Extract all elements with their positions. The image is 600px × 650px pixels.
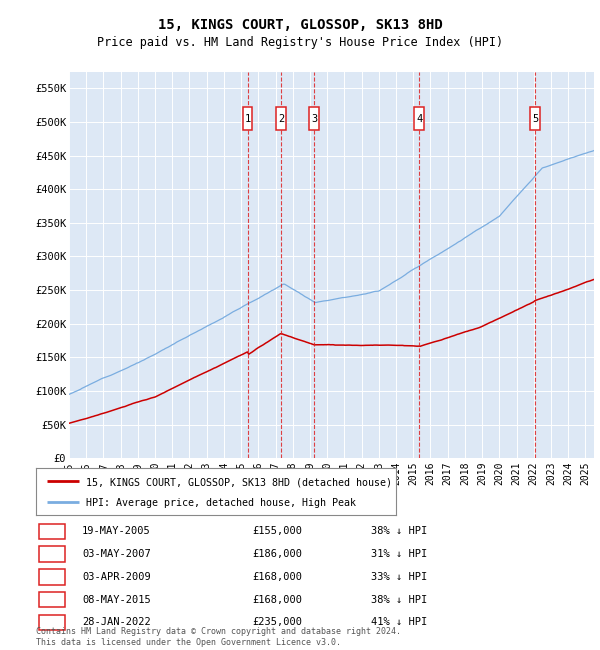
Text: 33% ↓ HPI: 33% ↓ HPI — [371, 572, 427, 582]
Text: £168,000: £168,000 — [252, 572, 302, 582]
Text: 31% ↓ HPI: 31% ↓ HPI — [371, 549, 427, 559]
Text: 38% ↓ HPI: 38% ↓ HPI — [371, 595, 427, 604]
FancyBboxPatch shape — [415, 107, 424, 130]
Text: 28-JAN-2022: 28-JAN-2022 — [82, 618, 151, 627]
FancyBboxPatch shape — [277, 107, 286, 130]
FancyBboxPatch shape — [39, 569, 65, 584]
Text: 03-APR-2009: 03-APR-2009 — [82, 572, 151, 582]
Text: 1: 1 — [49, 526, 55, 536]
Text: 5: 5 — [532, 114, 538, 124]
Text: Price paid vs. HM Land Registry's House Price Index (HPI): Price paid vs. HM Land Registry's House … — [97, 36, 503, 49]
FancyBboxPatch shape — [39, 592, 65, 607]
Text: HPI: Average price, detached house, High Peak: HPI: Average price, detached house, High… — [86, 498, 356, 508]
Text: 15, KINGS COURT, GLOSSOP, SK13 8HD (detached house): 15, KINGS COURT, GLOSSOP, SK13 8HD (deta… — [86, 477, 392, 487]
Text: 2: 2 — [278, 114, 284, 124]
Text: 38% ↓ HPI: 38% ↓ HPI — [371, 526, 427, 536]
Text: 3: 3 — [49, 572, 55, 582]
Text: £168,000: £168,000 — [252, 595, 302, 604]
Text: 15, KINGS COURT, GLOSSOP, SK13 8HD: 15, KINGS COURT, GLOSSOP, SK13 8HD — [158, 18, 442, 32]
Text: 5: 5 — [49, 618, 55, 627]
FancyBboxPatch shape — [242, 107, 253, 130]
Text: 1: 1 — [244, 114, 251, 124]
Text: 3: 3 — [311, 114, 317, 124]
Text: 2: 2 — [49, 549, 55, 559]
FancyBboxPatch shape — [39, 615, 65, 630]
Text: 08-MAY-2015: 08-MAY-2015 — [82, 595, 151, 604]
FancyBboxPatch shape — [39, 547, 65, 562]
Text: £235,000: £235,000 — [252, 618, 302, 627]
Text: 4: 4 — [416, 114, 422, 124]
Text: Contains HM Land Registry data © Crown copyright and database right 2024.
This d: Contains HM Land Registry data © Crown c… — [36, 627, 401, 647]
Text: £155,000: £155,000 — [252, 526, 302, 536]
Text: £186,000: £186,000 — [252, 549, 302, 559]
Text: 41% ↓ HPI: 41% ↓ HPI — [371, 618, 427, 627]
Text: 4: 4 — [49, 595, 55, 604]
Text: 03-MAY-2007: 03-MAY-2007 — [82, 549, 151, 559]
FancyBboxPatch shape — [39, 524, 65, 539]
FancyBboxPatch shape — [310, 107, 319, 130]
Text: 19-MAY-2005: 19-MAY-2005 — [82, 526, 151, 536]
FancyBboxPatch shape — [530, 107, 540, 130]
